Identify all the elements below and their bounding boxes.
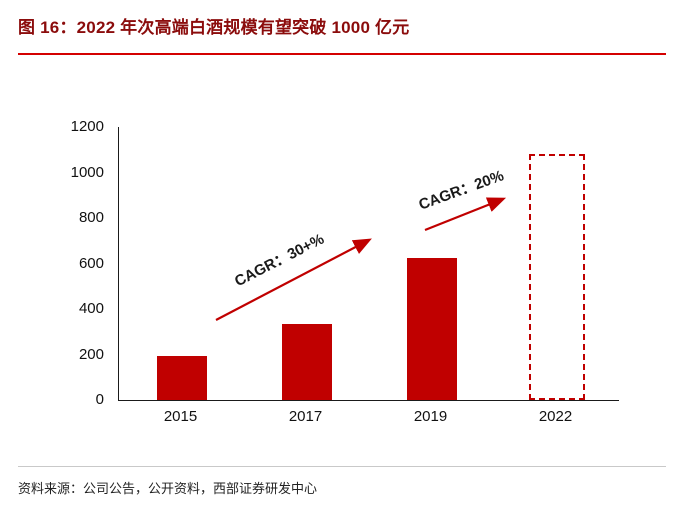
plot-area: CAGR：30+% CAGR：20%	[118, 127, 619, 401]
figure-title: 图 16：2022 年次高端白酒规模有望突破 1000 亿元	[18, 18, 410, 37]
y-axis-ticks: 0 200 400 600 800 1000 1200	[0, 118, 104, 408]
title-underline	[18, 53, 666, 55]
x-tick-label-2022: 2022	[538, 408, 573, 425]
bar-2019	[406, 257, 457, 400]
y-tick-label: 600	[78, 254, 104, 272]
x-tick-label-2017: 2017	[288, 408, 323, 425]
y-tick-label: 1000	[70, 163, 104, 181]
x-tick-label-2015: 2015	[163, 408, 198, 425]
cagr-arrows	[215, 197, 507, 321]
bar-chart: 0 200 400 600 800 1000 1200 CAGR：30+% CAGR：20%…	[0, 95, 684, 440]
y-tick-label: 400	[78, 300, 104, 317]
y-tick-label: 0	[95, 391, 104, 408]
x-tick-label-2019: 2019	[413, 408, 448, 425]
bar-2022	[528, 154, 585, 400]
cagr-arrow-2019-2022	[424, 197, 507, 232]
bar-2015	[156, 355, 207, 400]
y-tick-label: 200	[78, 345, 104, 363]
x-axis-labels: 2015 2017 2019 2022	[118, 408, 618, 430]
y-tick-label: 800	[78, 209, 104, 226]
source-text: 资料来源：公司公告，公开资料，西部证券研发中心	[18, 481, 318, 496]
cagr-arrow-2015-2019	[215, 238, 372, 321]
source-divider	[18, 466, 666, 467]
bar-2017	[281, 323, 332, 400]
y-tick-label: 1200	[70, 118, 104, 135]
bars-container	[119, 127, 619, 400]
